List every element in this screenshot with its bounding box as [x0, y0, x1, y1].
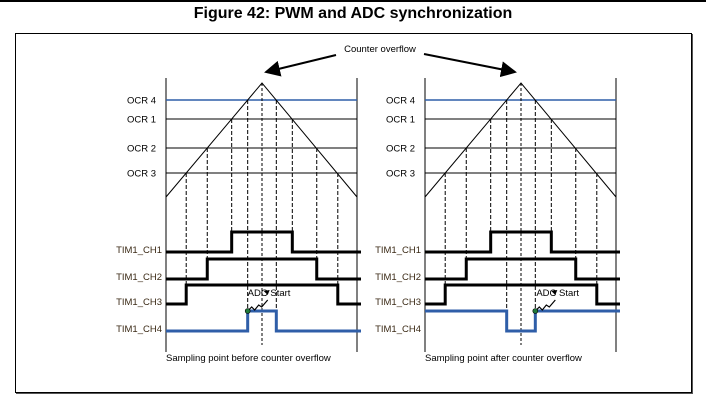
channel-label: TIM1_CH2 [375, 272, 421, 283]
adc-start-arrow [534, 299, 556, 312]
adc-start-dot [532, 308, 539, 314]
ocr-label: OCR 1 [127, 115, 156, 126]
panel-before-overflow: OCR 4 OCR 1 OCR 2 OCR 3 TIM1_CH1 TIM1_CH2 TIM1… [116, 78, 361, 364]
channel-label: TIM1_CH4 [375, 324, 421, 335]
figure-title: Figure 42: PWM and ADC synchronization [193, 5, 513, 22]
waveform-tim1-ch2 [166, 257, 361, 281]
ocr-label: OCR 2 [127, 144, 156, 155]
counter-overflow-label: Counter overflow [344, 44, 416, 55]
channel-label: TIM1_CH1 [116, 245, 162, 256]
waveform-tim1-ch4 [425, 309, 620, 333]
panel-caption: Sampling point after counter overflow [425, 353, 582, 364]
figure-frame [15, 33, 692, 393]
ocr-label: OCR 4 [386, 96, 415, 107]
top-rule [0, 0, 706, 2]
overflow-arrow-left [264, 54, 337, 77]
adc-start-label: ADC Start [248, 288, 291, 299]
waveform-tim1-ch3 [425, 283, 620, 306]
waveform-tim1-ch4 [166, 309, 361, 333]
channel-label: TIM1_CH3 [116, 297, 162, 308]
ocr-label: OCR 3 [386, 169, 415, 180]
adc-start-dot [244, 308, 251, 314]
waveform-tim1-ch1 [166, 230, 361, 254]
overflow-arrow-right [423, 53, 517, 78]
channel-label: TIM1_CH2 [116, 272, 162, 283]
ocr-label: OCR 3 [127, 169, 156, 180]
panel-caption: Sampling point before counter overflow [166, 353, 331, 364]
adc-start-arrow [247, 299, 269, 312]
waveform-tim1-ch3 [166, 283, 361, 306]
adc-start-arrowhead [551, 290, 558, 295]
ocr-label: OCR 1 [386, 115, 415, 126]
ocr-label: OCR 2 [386, 144, 415, 155]
channel-label: TIM1_CH3 [375, 297, 421, 308]
channel-label: TIM1_CH1 [375, 245, 421, 256]
ocr-label: OCR 4 [127, 96, 156, 107]
waveform-tim1-ch2 [425, 257, 620, 281]
adc-start-arrowhead [263, 290, 270, 295]
waveform-tim1-ch1 [425, 230, 620, 254]
channel-label: TIM1_CH4 [116, 324, 162, 335]
adc-start-label: ADC Start [536, 288, 579, 299]
panel-after-overflow: OCR 4 OCR 1 OCR 2 OCR 3 TIM1_CH1 TIM1_CH2 TIM1… [375, 78, 620, 364]
